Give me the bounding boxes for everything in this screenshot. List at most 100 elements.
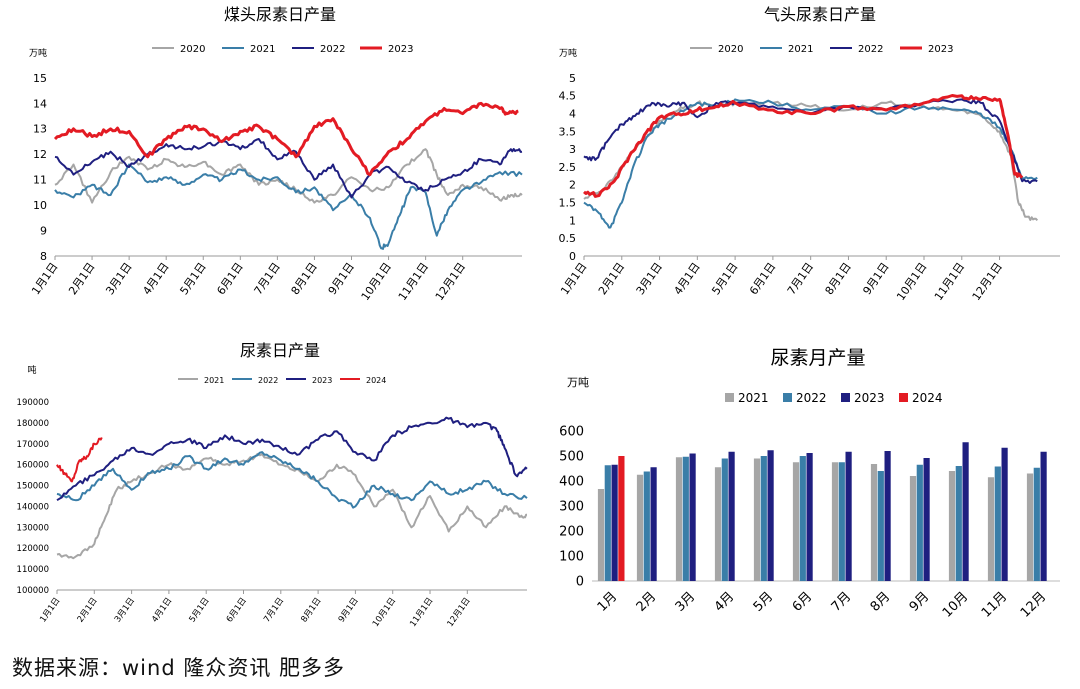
x-tick-label: 11月1日	[396, 260, 431, 303]
x-tick-label: 5月1日	[177, 260, 208, 297]
category-label: 2月	[634, 589, 660, 615]
y-tick-label: 10	[33, 199, 47, 212]
x-tick-label: 8月1日	[823, 260, 854, 297]
y-tick-label: 0	[569, 250, 576, 263]
x-tick-label: 6月1日	[214, 260, 245, 297]
bar-2023-10月	[962, 442, 969, 581]
bar-2023-8月	[884, 451, 891, 581]
series-line-2021	[54, 163, 523, 250]
chart-title: 尿素月产量	[770, 347, 865, 369]
x-tick-label: 12月1日	[446, 596, 473, 629]
bar-2023-6月	[806, 453, 813, 581]
x-tick-label: 10月1日	[371, 596, 398, 629]
chart-title: 煤头尿素日产量	[224, 5, 336, 24]
x-tick-label: 1月1日	[29, 260, 60, 297]
bar-2021-12月	[1026, 473, 1034, 581]
bar-2022-6月	[799, 456, 806, 581]
x-tick-label: 1月1日	[38, 596, 62, 625]
legend-label: 2022	[796, 391, 827, 405]
y-tick-label: 100	[559, 550, 584, 565]
y-tick-label: 200	[559, 525, 584, 540]
legend-label: 2022	[858, 44, 883, 55]
y-tick-label: 1.5	[559, 196, 577, 209]
bar-2024-1月	[618, 456, 625, 581]
bar-2021-1月	[597, 489, 605, 581]
x-tick-label: 9月1日	[860, 260, 891, 297]
x-tick-label: 5月1日	[188, 596, 212, 625]
y-tick-label: 3	[569, 143, 576, 156]
bar-2022-5月	[760, 456, 767, 581]
y-tick-label: 1	[569, 214, 576, 227]
x-tick-label: 3月1日	[103, 260, 134, 297]
category-label: 5月	[751, 589, 777, 615]
x-tick-label: 4月1日	[671, 260, 702, 297]
bar-2023-1月	[611, 464, 618, 581]
x-tick-label: 8月1日	[299, 596, 323, 625]
x-tick-label: 11月1日	[932, 260, 967, 303]
y-tick-label: 5	[569, 72, 576, 85]
category-label: 6月	[790, 589, 816, 615]
y-tick-label: 500	[559, 450, 584, 465]
bar-2023-4月	[728, 451, 735, 581]
x-tick-label: 7月1日	[262, 596, 286, 625]
bar-2023-12月	[1040, 451, 1047, 581]
legend-label: 2023	[388, 44, 413, 55]
y-tick-label: 4	[569, 107, 576, 120]
y-tick-label: 170000	[17, 440, 49, 450]
y-tick-label: 9	[40, 224, 47, 237]
x-tick-label: 2月1日	[66, 260, 97, 297]
bar-2022-2月	[643, 471, 650, 581]
y-tick-label: 140000	[17, 502, 49, 512]
y-tick-label: 150000	[17, 482, 49, 492]
legend-swatch	[899, 393, 908, 402]
legend-swatch	[725, 393, 734, 402]
x-tick-label: 12月1日	[970, 260, 1005, 303]
x-tick-label: 6月1日	[225, 596, 249, 625]
bar-2023-9月	[923, 458, 930, 581]
y-tick-label: 12	[33, 148, 47, 161]
x-tick-label: 12月1日	[433, 260, 468, 303]
series-line-2023	[56, 416, 528, 502]
y-tick-label: 400	[559, 475, 584, 490]
category-label: 8月	[868, 589, 894, 615]
category-label: 4月	[712, 589, 738, 615]
legend-label: 2024	[912, 391, 943, 405]
x-tick-label: 7月1日	[252, 260, 283, 297]
y-tick-label: 180000	[17, 419, 49, 429]
x-tick-label: 3月1日	[113, 596, 137, 625]
category-label: 1月	[595, 589, 621, 615]
series-line-2022	[583, 98, 1038, 184]
y-tick-label: 15	[33, 72, 47, 85]
bar-2022-1月	[604, 465, 611, 581]
legend-label: 2022	[258, 376, 278, 385]
series-line-2023	[53, 101, 519, 177]
bar-2022-7月	[838, 462, 845, 581]
y-tick-label: 2	[569, 179, 576, 192]
category-label: 9月	[907, 589, 933, 615]
y-tick-label: 160000	[17, 461, 49, 471]
bar-2022-4月	[721, 458, 728, 581]
y-tick-label: 190000	[17, 398, 49, 408]
y-tick-label: 110000	[17, 565, 49, 575]
category-label: 12月	[1018, 589, 1049, 620]
bar-2021-6月	[792, 462, 800, 581]
bar-2021-3月	[675, 457, 683, 581]
series-line-2023	[583, 94, 1024, 198]
bar-2021-5月	[753, 458, 761, 581]
bar-2022-12月	[1033, 467, 1040, 581]
bar-2021-4月	[714, 467, 722, 581]
x-tick-label: 3月1日	[634, 260, 665, 297]
y-tick-label: 130000	[17, 523, 49, 533]
x-tick-label: 9月1日	[337, 596, 361, 625]
series-line-2024	[56, 437, 103, 483]
x-tick-label: 9月1日	[326, 260, 357, 297]
legend-label: 2021	[250, 44, 275, 55]
y-axis-unit: 吨	[27, 364, 36, 376]
series-line-2020	[583, 99, 1039, 222]
data-source-note: 数据来源：wind 隆众资讯 肥多多	[12, 656, 345, 680]
legend-label: 2022	[320, 44, 345, 55]
